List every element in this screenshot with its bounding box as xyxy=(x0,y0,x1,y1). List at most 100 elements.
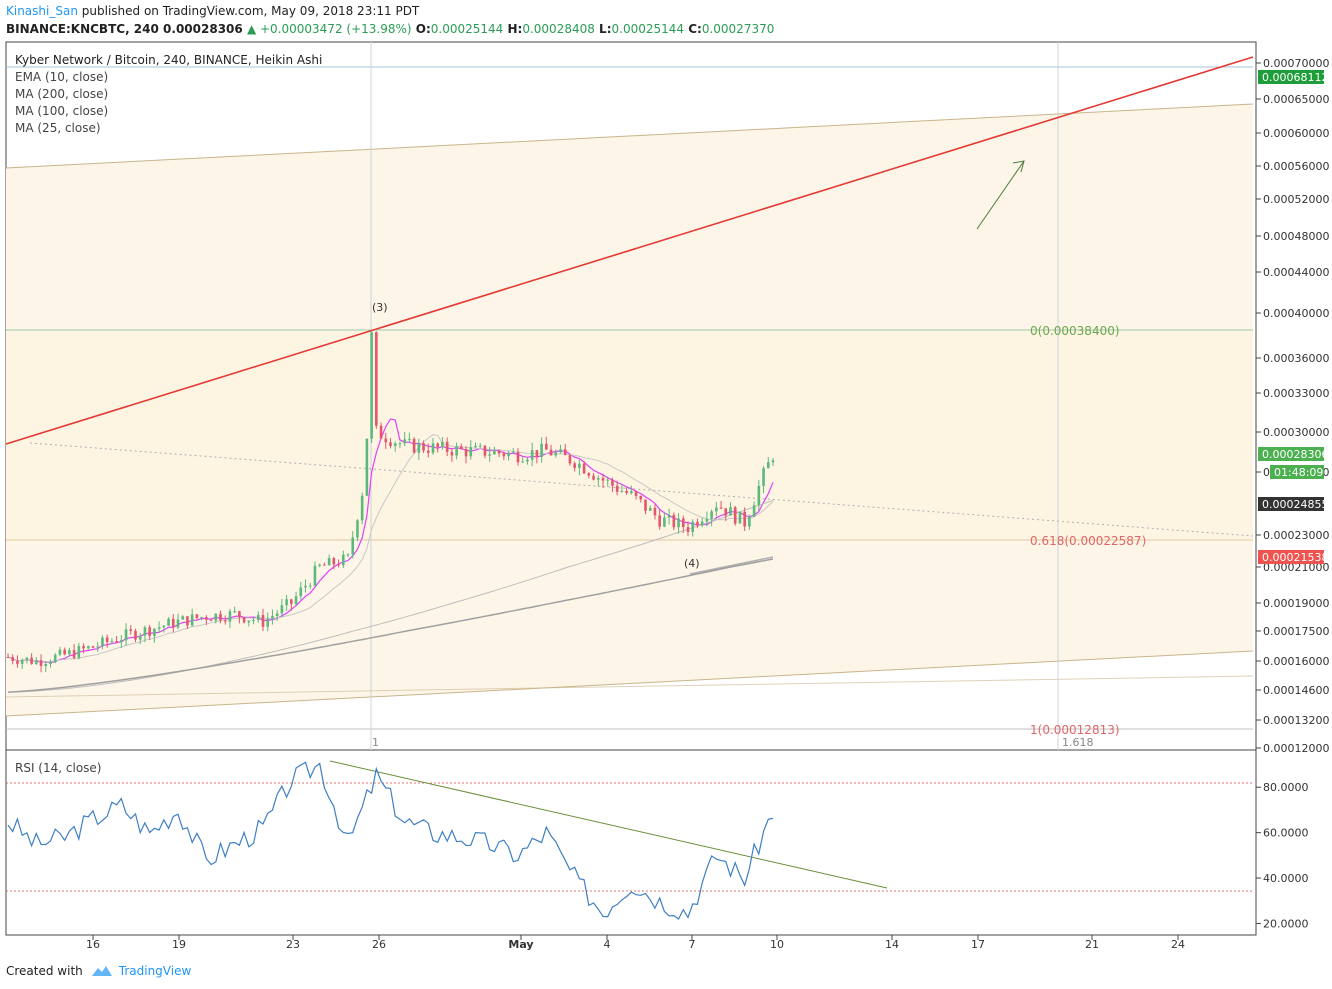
candle-body xyxy=(233,611,236,613)
candle-body xyxy=(271,616,274,619)
badge-top-text: 0.00068112 xyxy=(1262,71,1328,84)
wave4-line xyxy=(689,556,774,575)
candle-body xyxy=(82,645,85,649)
low-label: L: xyxy=(599,22,612,36)
candle-body xyxy=(247,620,251,623)
time-tick-label: 26 xyxy=(372,938,386,951)
up-arrow xyxy=(976,160,1025,230)
candle-body xyxy=(408,438,411,440)
candle-body xyxy=(11,657,15,661)
candle-body xyxy=(587,473,591,476)
price-tick-label: 0.00019000 xyxy=(1263,597,1329,610)
publish-line: Kinashi_San published on TradingView.com… xyxy=(6,4,419,18)
candle-body xyxy=(715,507,718,512)
candle-body xyxy=(242,617,246,623)
fib-zone-fill xyxy=(6,330,1253,540)
candle-body xyxy=(615,485,619,492)
candle-body xyxy=(294,596,298,604)
change-value: ▲ +0.00003472 (+13.98%) xyxy=(246,22,412,36)
candle-body xyxy=(596,477,600,480)
badge-ma-text: 0.00024855 xyxy=(1262,498,1328,511)
footer: Created with TradingView xyxy=(6,964,191,978)
candle-body xyxy=(771,460,775,463)
candle-body xyxy=(91,646,95,648)
candle-body xyxy=(526,459,529,462)
candle-body xyxy=(148,627,151,636)
badge-last-text: 0.00028306 xyxy=(1262,448,1328,461)
badge-low-text: 0.00021538 xyxy=(1262,551,1328,564)
rsi-tick-label: 40.0000 xyxy=(1263,872,1309,885)
candle-body xyxy=(238,611,241,618)
candle-body xyxy=(384,438,388,443)
candle-body xyxy=(375,332,378,426)
candle-body xyxy=(313,565,317,586)
candle-body xyxy=(308,585,312,587)
channel-top-line xyxy=(5,103,1254,169)
candle-body xyxy=(200,617,203,619)
last-price: 0.00028306 xyxy=(163,22,243,36)
candle-body xyxy=(167,618,170,626)
price-tick-label: 0.00044000 xyxy=(1263,266,1329,279)
candle-body xyxy=(644,499,647,511)
candle-body xyxy=(417,443,421,453)
candle-body xyxy=(545,443,548,450)
open-value: 0.00025144 xyxy=(430,22,504,36)
candle-body xyxy=(110,641,114,643)
rsi-tick-label: 60.0000 xyxy=(1263,827,1309,840)
price-tick-label: 0.00021000 xyxy=(1263,561,1329,574)
candle-body xyxy=(738,511,742,524)
candle-body xyxy=(497,450,501,454)
badge-ma-bg xyxy=(1258,497,1324,511)
candle-body xyxy=(346,554,350,556)
candle-body xyxy=(171,618,175,628)
badge-top-bg xyxy=(1258,70,1324,84)
candle-body xyxy=(483,445,487,456)
candle-body xyxy=(766,462,770,469)
time-tick-label: 24 xyxy=(1171,938,1185,951)
candle-body xyxy=(516,451,520,463)
fib0-label: 0(0.00038400) xyxy=(1030,324,1120,338)
rsi-trendline xyxy=(329,760,888,889)
legend-ema10[interactable]: EMA (10, close) xyxy=(15,70,108,84)
ohlc-line: BINANCE:KNCBTC, 240 0.00028306 ▲ +0.0000… xyxy=(6,22,774,36)
candle-body xyxy=(658,515,661,527)
tradingview-brand[interactable]: TradingView xyxy=(91,964,191,978)
legend-ma100[interactable]: MA (100, close) xyxy=(15,104,108,118)
candle-body xyxy=(672,514,676,528)
rsi-title[interactable]: RSI (14, close) xyxy=(15,761,101,775)
price-badges: 0.00068112 0.00028306 01:48:09 0.0002485… xyxy=(1258,70,1328,564)
candle-body xyxy=(181,616,185,620)
time-tick-label: 10 xyxy=(770,938,784,951)
candle-body xyxy=(153,628,156,636)
legend-ma200[interactable]: MA (200, close) xyxy=(15,87,108,101)
candle-body xyxy=(762,468,765,486)
author-link[interactable]: Kinashi_San xyxy=(6,4,78,18)
candle-body xyxy=(511,451,515,453)
candle-body xyxy=(450,451,454,456)
price-tick-label: 0.00014600 xyxy=(1263,684,1329,697)
legend-ma25[interactable]: MA (25, close) xyxy=(15,121,101,135)
candle-body xyxy=(691,521,695,533)
high-value: 0.00028408 xyxy=(522,22,595,36)
price-tick-label: 0.00065000 xyxy=(1263,93,1329,106)
price-tick-label: 0.00040000 xyxy=(1263,307,1329,320)
time-tick-label: 19 xyxy=(172,938,186,951)
candle-body xyxy=(455,446,458,456)
price-tick-label: 0.00048000 xyxy=(1263,230,1329,243)
candle-body xyxy=(634,491,638,496)
candle-body xyxy=(700,521,704,526)
candle-body xyxy=(681,518,685,528)
candle-body xyxy=(530,450,534,460)
candle-body xyxy=(568,455,572,464)
candle-body xyxy=(360,495,364,521)
candle-body xyxy=(757,485,761,506)
candle-body xyxy=(578,463,581,468)
candle-body xyxy=(16,660,19,664)
candle-body xyxy=(648,507,652,511)
candle-body xyxy=(696,521,699,526)
candle-body xyxy=(72,650,76,658)
badge-last-bg xyxy=(1258,447,1324,461)
price-tick-label: 0.00060000 xyxy=(1263,127,1329,140)
candle-body xyxy=(332,558,336,565)
